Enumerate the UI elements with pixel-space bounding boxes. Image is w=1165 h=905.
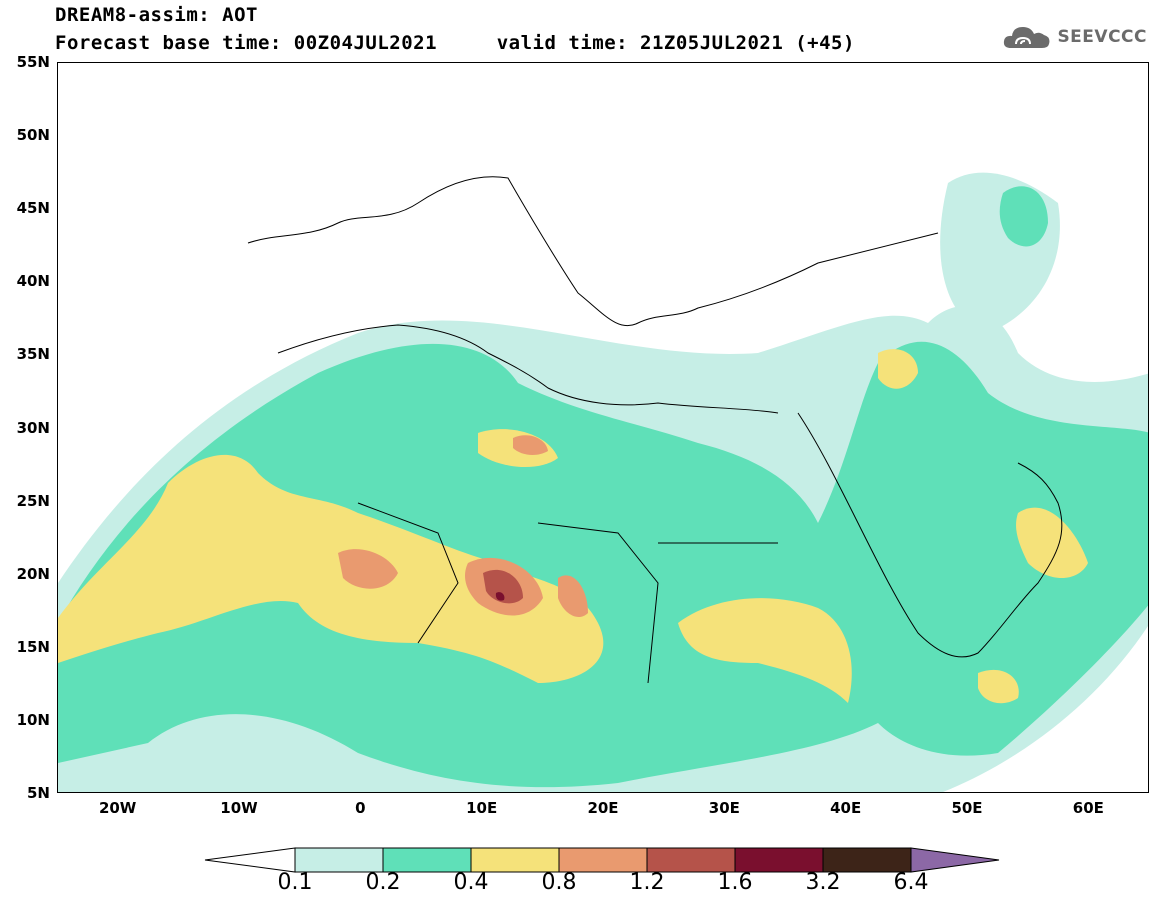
map-title: DREAM8-assim: AOT xyxy=(55,4,258,26)
colorbar-segment xyxy=(734,847,824,873)
aot-band-0.4-c xyxy=(1016,507,1088,578)
colorbar-segment xyxy=(822,847,912,873)
lon-label: 20W xyxy=(98,799,137,817)
logo-text: SEEVCCC xyxy=(1057,27,1147,47)
lat-label: 5N xyxy=(27,784,50,802)
aot-band-1.2 xyxy=(483,569,523,604)
colorbar-label: 0.4 xyxy=(453,870,489,895)
colorbar-label: 0.2 xyxy=(365,870,401,895)
lon-label: 30E xyxy=(708,799,740,817)
aot-shading xyxy=(58,172,1148,792)
colorbar-label: 3.2 xyxy=(805,870,841,895)
lat-label: 10N xyxy=(16,710,50,729)
arabian-coastline xyxy=(797,412,1063,658)
colorbar-segment xyxy=(294,847,384,873)
aot-band-0.8 xyxy=(338,549,398,589)
colorbar-label: 0.8 xyxy=(541,870,577,895)
lat-label: 50N xyxy=(16,126,50,145)
border-line xyxy=(537,522,659,684)
lon-label: 20E xyxy=(587,799,619,817)
aot-band-0.8-c xyxy=(558,575,588,618)
colorbar-segment xyxy=(382,847,472,873)
lat-label: 30N xyxy=(16,418,50,437)
aot-band-0.4-f xyxy=(978,669,1019,704)
colorbar-under-triangle xyxy=(204,847,296,873)
lon-label: 10W xyxy=(220,799,258,817)
lon-label: 40E xyxy=(830,799,862,817)
lon-label: 10E xyxy=(466,799,498,817)
colorbar-label: 6.4 xyxy=(893,870,929,895)
lat-label: 45N xyxy=(16,199,50,218)
colorbar-label: 0.1 xyxy=(277,870,313,895)
colorbar-segment xyxy=(646,847,736,873)
map-subtitle-times: Forecast base time: 00Z04JUL2021 valid t… xyxy=(55,32,855,54)
aot-band-1.6 xyxy=(495,592,505,601)
north-africa-coastline xyxy=(277,324,779,414)
colorbar-label: 1.2 xyxy=(629,870,665,895)
seevccc-logo: SEEVCCC xyxy=(1001,22,1147,52)
lat-label: 40N xyxy=(16,272,50,291)
aot-band-0.4-d xyxy=(878,349,918,389)
lat-label: 20N xyxy=(16,564,50,583)
lon-label: 60E xyxy=(1072,799,1104,817)
lat-label: 35N xyxy=(16,345,50,364)
colorbar-label: 1.6 xyxy=(717,870,753,895)
aot-band-0.8-d xyxy=(513,435,548,455)
aot-map xyxy=(57,62,1149,793)
aot-band-0.1-caspian xyxy=(940,172,1060,333)
colorbar-segment xyxy=(558,847,648,873)
colorbar-segment xyxy=(470,847,560,873)
lat-label: 55N xyxy=(16,53,50,71)
aot-map-canvas xyxy=(58,172,1148,792)
aot-band-0.2 xyxy=(58,341,1148,788)
lon-label: 0 xyxy=(355,799,366,817)
colorbar xyxy=(204,847,1000,873)
europe-coastline xyxy=(247,176,939,327)
coastlines-and-borders xyxy=(247,176,1063,684)
lat-label: 25N xyxy=(16,491,50,510)
border-line xyxy=(357,502,459,644)
aot-band-0.4 xyxy=(58,454,604,683)
aot-band-0.4-b xyxy=(678,598,852,703)
cloud-icon xyxy=(1004,27,1050,48)
colorbar-segment xyxy=(910,847,1000,873)
aot-band-0.2-caspian xyxy=(999,186,1048,247)
lat-label: 15N xyxy=(16,637,50,656)
lon-label: 50E xyxy=(951,799,983,817)
